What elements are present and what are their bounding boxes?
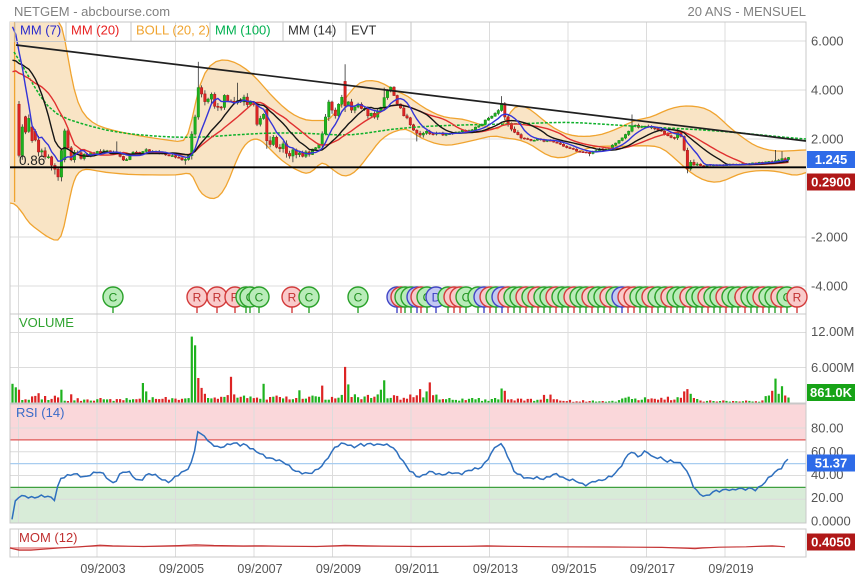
svg-text:6.000: 6.000 (811, 34, 844, 49)
svg-text:09/2019: 09/2019 (708, 562, 753, 576)
svg-text:RSI (14): RSI (14) (16, 405, 64, 420)
svg-text:861.0K: 861.0K (810, 385, 853, 400)
svg-text:20 ANS - MENSUEL: 20 ANS - MENSUEL (688, 4, 807, 19)
svg-text:R: R (231, 291, 240, 305)
svg-text:09/2011: 09/2011 (395, 562, 439, 576)
svg-text:2.000: 2.000 (811, 132, 844, 147)
svg-text:MM (14): MM (14) (288, 23, 336, 38)
svg-text:D: D (432, 291, 441, 305)
svg-text:4.000: 4.000 (811, 83, 844, 98)
svg-text:NETGEM - abcbourse.com: NETGEM - abcbourse.com (14, 4, 170, 19)
svg-text:VOLUME: VOLUME (19, 315, 74, 330)
svg-text:C: C (255, 291, 264, 305)
svg-text:09/2009: 09/2009 (316, 562, 361, 576)
svg-text:09/2007: 09/2007 (237, 562, 282, 576)
svg-text:MM (100): MM (100) (215, 23, 271, 38)
svg-text:-2.000: -2.000 (811, 230, 848, 245)
svg-text:0.86: 0.86 (19, 153, 45, 168)
svg-text:C: C (354, 291, 363, 305)
svg-text:C: C (462, 291, 471, 305)
svg-text:09/2013: 09/2013 (473, 562, 518, 576)
svg-text:09/2017: 09/2017 (630, 562, 675, 576)
svg-text:09/2005: 09/2005 (159, 562, 204, 576)
svg-text:R: R (193, 291, 202, 305)
svg-text:BOLL (20, 2): BOLL (20, 2) (136, 23, 210, 38)
svg-text:0.2900: 0.2900 (811, 175, 851, 190)
svg-text:20.00: 20.00 (811, 490, 844, 505)
svg-text:09/2003: 09/2003 (80, 562, 125, 576)
svg-text:0.0000: 0.0000 (811, 514, 851, 529)
svg-text:MOM (12): MOM (12) (19, 530, 78, 545)
svg-text:1.245: 1.245 (815, 152, 848, 167)
svg-text:C: C (109, 291, 118, 305)
svg-text:51.37: 51.37 (815, 456, 848, 471)
svg-text:0.4050: 0.4050 (811, 535, 851, 550)
svg-text:MM (7): MM (7) (20, 23, 61, 38)
svg-text:C: C (305, 291, 314, 305)
svg-text:R: R (213, 291, 222, 305)
svg-text:R: R (793, 291, 802, 305)
svg-text:EVT: EVT (351, 23, 376, 38)
svg-text:12.00M: 12.00M (811, 324, 854, 339)
svg-text:-4.000: -4.000 (811, 279, 848, 294)
svg-text:MM (20): MM (20) (71, 23, 119, 38)
svg-text:80.00: 80.00 (811, 421, 844, 436)
svg-text:09/2015: 09/2015 (551, 562, 596, 576)
svg-text:6.000M: 6.000M (811, 360, 854, 375)
svg-text:R: R (288, 291, 297, 305)
